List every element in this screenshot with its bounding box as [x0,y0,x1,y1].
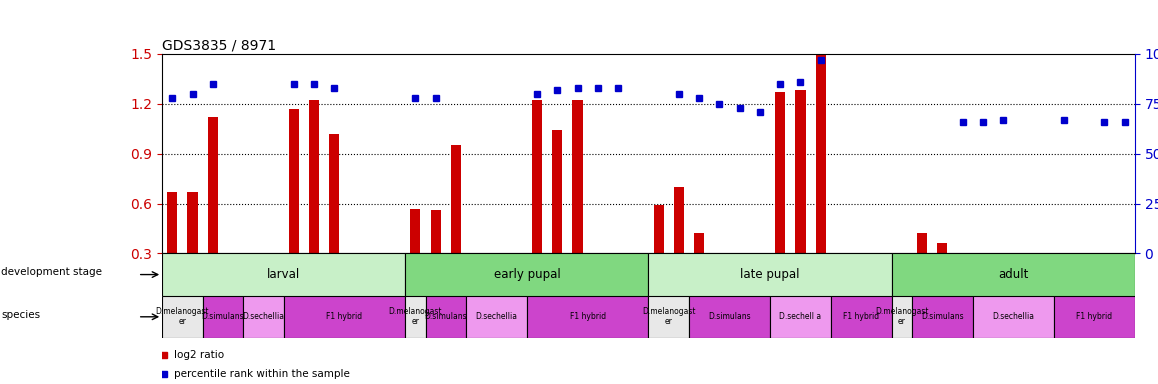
Bar [694,233,704,253]
Text: late pupal: late pupal [740,268,800,281]
Text: D.sechell a: D.sechell a [779,312,821,321]
Bar [425,296,466,338]
Text: D.simulans: D.simulans [921,312,963,321]
Bar [309,100,320,253]
Bar [674,187,684,253]
Bar [648,296,689,338]
Text: D.sechellia: D.sechellia [992,312,1034,321]
Bar [937,243,947,253]
Text: F1 hybrid: F1 hybrid [570,312,606,321]
Bar [288,109,299,253]
Bar [775,92,785,253]
Text: percentile rank within the sample: percentile rank within the sample [174,369,350,379]
Bar [162,253,405,296]
Bar [770,296,830,338]
Bar [203,296,243,338]
Bar [917,233,928,253]
Bar [892,253,1135,296]
Bar [892,296,911,338]
Bar [431,210,441,253]
Bar [796,90,806,253]
Bar [207,117,218,253]
Bar [162,296,203,338]
Text: D.melanogast
er: D.melanogast er [155,307,210,326]
Bar [1058,253,1069,280]
Text: D.melanogast
er: D.melanogast er [389,307,442,326]
Text: D.melanogast
er: D.melanogast er [642,307,696,326]
Bar [1099,253,1109,283]
Text: D.sechellia: D.sechellia [476,312,518,321]
Bar [653,205,664,253]
Bar [648,253,892,296]
Bar [1039,253,1049,280]
Bar [815,54,826,253]
Text: log2 ratio: log2 ratio [174,350,225,360]
Bar [1120,253,1130,258]
Bar [1054,296,1135,338]
Text: F1 hybrid: F1 hybrid [1076,312,1113,321]
Bar [243,296,284,338]
Bar [167,192,177,253]
Bar [450,145,461,253]
Bar [284,296,405,338]
Text: D.melanogast
er: D.melanogast er [875,307,929,326]
Bar [572,100,582,253]
Bar [329,134,339,253]
Text: F1 hybrid: F1 hybrid [327,312,362,321]
Bar [552,130,563,253]
Bar [466,296,527,338]
Bar [911,296,973,338]
Text: GDS3835 / 8971: GDS3835 / 8971 [162,39,277,53]
Bar [830,296,892,338]
Text: larval: larval [267,268,300,281]
Text: adult: adult [998,268,1028,281]
Bar [405,253,648,296]
Text: D.sechellia: D.sechellia [242,312,285,321]
Bar [973,296,1054,338]
Bar [527,296,648,338]
Bar [532,100,542,253]
Text: D.simulans: D.simulans [709,312,750,321]
Text: D.simulans: D.simulans [425,312,467,321]
Text: early pupal: early pupal [493,268,560,281]
Text: species: species [1,310,41,320]
Bar [405,296,425,338]
Bar [410,209,420,253]
Text: F1 hybrid: F1 hybrid [843,312,879,321]
Bar [689,296,770,338]
Text: development stage: development stage [1,267,102,278]
Bar [188,192,198,253]
Text: D.simulans: D.simulans [201,312,244,321]
